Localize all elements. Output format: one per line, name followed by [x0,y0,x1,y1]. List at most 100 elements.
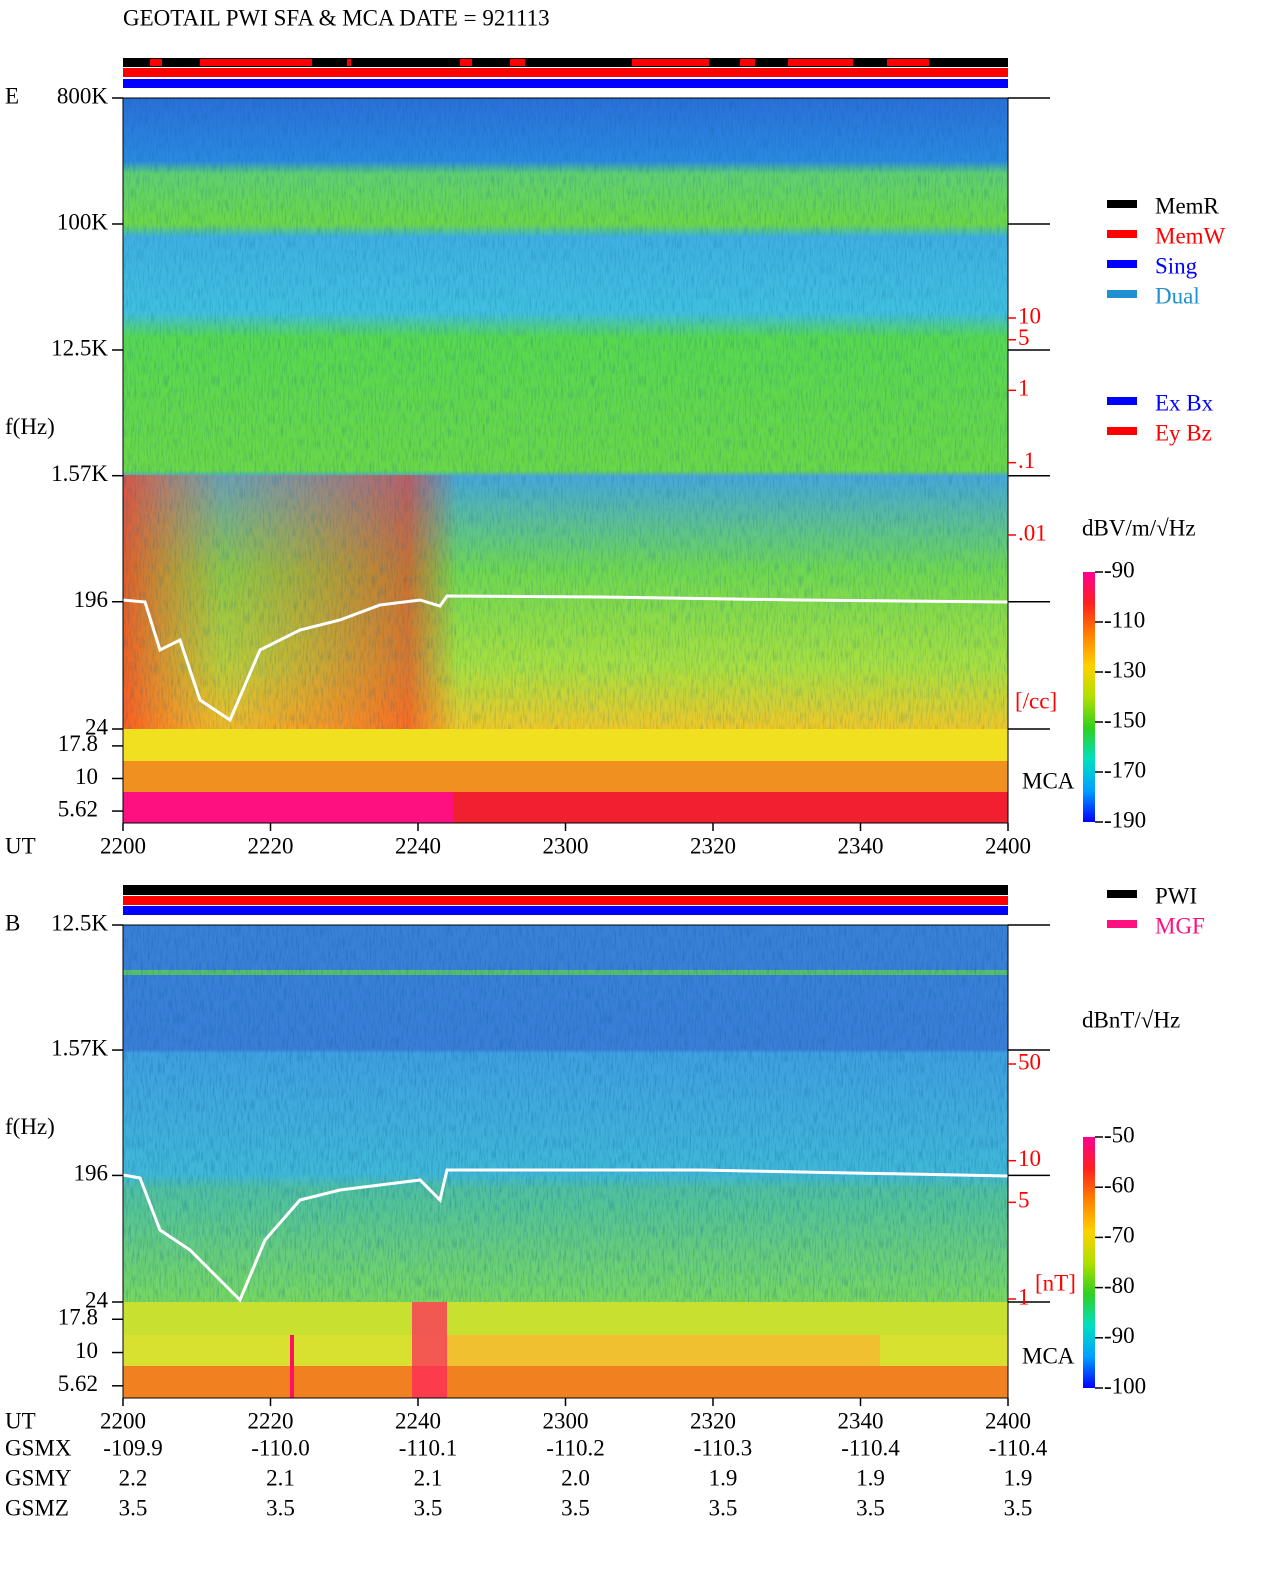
colorbar-tick-label: -70 [1104,1223,1135,1248]
orbit-value: -110.2 [546,1435,605,1460]
y-tick-label: 800K [57,83,109,108]
y2-tick-label: 5 [1018,325,1030,350]
spectrogram-e [122,98,1009,823]
orbit-value: -110.3 [694,1435,753,1460]
orbit-value: 2.1 [266,1465,295,1490]
panel-label: B [5,910,20,935]
colorbar-tick-label: -60 [1104,1172,1135,1197]
mca-tick-label: 5.62 [58,796,98,821]
y-tick-label: 196 [74,1161,109,1186]
x-tick-label: 2200 [100,1408,146,1433]
x-axis-label: UT [5,833,36,858]
y2-tick-label: 50 [1018,1049,1041,1074]
x-tick-label: 2300 [543,1408,589,1433]
legend-swatch [1107,890,1137,898]
legend-swatch [1107,290,1137,298]
orbit-label: GSMZ [5,1495,69,1520]
x-tick-label: 2240 [395,833,441,858]
orbit-value: 2.1 [414,1465,443,1490]
orbit-value: 2.0 [561,1465,590,1490]
y-tick-label: 1.57K [51,461,108,486]
legend-swatch [1107,397,1137,405]
x-tick-label: 2320 [690,1408,736,1433]
x-axis-label: UT [5,1408,36,1433]
orbit-value: 3.5 [414,1495,443,1520]
legend-label: Ey Bz [1155,420,1212,445]
mca-label: MCA [1022,1343,1075,1368]
y-axis-label: f(Hz) [5,414,55,439]
legend-swatch [1107,260,1137,268]
colorbar-label: dBV/m/√Hz [1082,515,1196,540]
orbit-value: 3.5 [856,1495,885,1520]
y-axis-label: f(Hz) [5,1114,55,1139]
legend-label: Sing [1155,253,1198,278]
colorbar-label: dBnT/√Hz [1082,1007,1180,1032]
legend-swatch [1107,200,1137,208]
y2-axis-label: [/cc] [1015,688,1057,713]
x-tick-label: 2400 [985,1408,1031,1433]
mca-label: MCA [1022,768,1075,793]
orbit-value: -109.9 [103,1435,162,1460]
y-tick-label: 24 [85,1287,109,1312]
colorbar-tick-label: -90 [1104,1323,1135,1348]
colorbar [1083,1137,1095,1388]
y2-tick-label: 1 [1018,376,1030,401]
orbit-value: 1.9 [1004,1465,1033,1490]
panel-label: E [5,83,19,108]
y-tick-label: 100K [57,209,109,234]
orbit-value: -110.0 [251,1435,310,1460]
legend-label: Ex Bx [1155,390,1214,415]
orbit-value: -110.1 [399,1435,458,1460]
status-bars-e [123,58,1008,88]
x-tick-label: 2340 [838,833,884,858]
orbit-value: 1.9 [709,1465,738,1490]
x-tick-label: 2400 [985,833,1031,858]
y2-tick-label: 5 [1018,1188,1030,1213]
colorbar-tick-label: -80 [1104,1273,1135,1298]
mca-tick-label: 17.8 [58,1305,98,1330]
x-tick-label: 2200 [100,833,146,858]
mca-tick-label: 10 [75,764,98,789]
legend-swatch [1107,427,1137,435]
colorbar-tick-label: -100 [1104,1373,1146,1398]
colorbar-tick-label: -50 [1104,1122,1135,1147]
orbit-value: 3.5 [561,1495,590,1520]
colorbar-tick-label: -90 [1104,557,1135,582]
colorbar-tick-label: -190 [1104,807,1146,832]
y2-tick-label: .01 [1018,520,1047,545]
legend-label: MemW [1155,223,1226,248]
mca-tick-label: 17.8 [58,731,98,756]
y-tick-label: 24 [85,714,109,739]
chart-title: GEOTAIL PWI SFA & MCA DATE = 921113 [123,5,550,30]
colorbar-tick-label: -150 [1104,707,1146,732]
y2-axis-label: [nT] [1035,1270,1076,1295]
legend-swatch [1107,230,1137,238]
legend-label: MemR [1155,193,1220,218]
orbit-value: -110.4 [989,1435,1048,1460]
colorbar [1083,572,1095,822]
legend-label: PWI [1155,883,1197,908]
orbit-value: 3.5 [1004,1495,1033,1520]
x-tick-label: 2340 [838,1408,884,1433]
orbit-value: -110.4 [841,1435,900,1460]
orbit-value: 1.9 [856,1465,885,1490]
y2-tick-label: .1 [1018,448,1035,473]
orbit-label: GSMX [5,1435,72,1460]
spectrogram-b [122,925,1009,1398]
x-tick-label: 2320 [690,833,736,858]
y-tick-label: 12.5K [51,335,108,360]
colorbar-tick-label: -130 [1104,657,1146,682]
colorbar-tick-label: -170 [1104,757,1146,782]
orbit-value: 2.2 [119,1465,148,1490]
mca-tick-label: 5.62 [58,1371,98,1396]
legend-swatch [1107,920,1137,928]
y-tick-label: 1.57K [51,1035,108,1060]
x-tick-label: 2240 [395,1408,441,1433]
mca-tick-label: 10 [75,1338,98,1363]
y2-tick-label: 10 [1018,1146,1041,1171]
legend-label: MGF [1155,913,1205,938]
orbit-label: GSMY [5,1465,72,1490]
x-tick-label: 2220 [248,1408,294,1433]
x-tick-label: 2220 [248,833,294,858]
